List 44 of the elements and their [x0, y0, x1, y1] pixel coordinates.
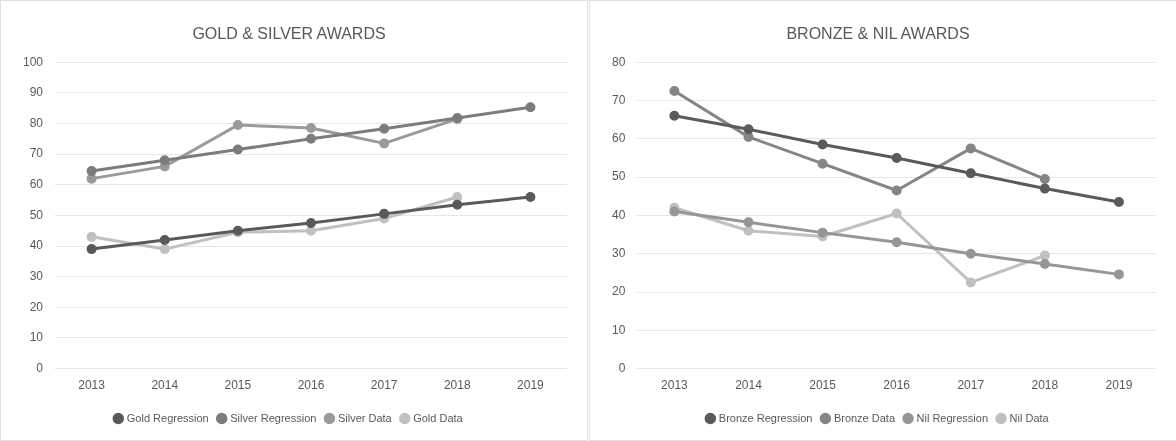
y-tick-label: 70	[29, 146, 44, 161]
y-tick-label: 30	[611, 246, 626, 261]
y-tick-label: 30	[29, 268, 44, 283]
y-tick-label: 20	[611, 284, 626, 299]
chart-title: GOLD & SILVER AWARDS	[192, 25, 386, 43]
y-tick-label: 80	[29, 115, 44, 130]
y-tick-label: 10	[611, 322, 626, 337]
y-tick-label: 90	[29, 85, 44, 100]
y-tick-label: 60	[611, 131, 626, 146]
y-tick-label: 60	[29, 177, 44, 192]
y-tick-label: 40	[611, 207, 626, 222]
x-tick-label: 2016	[883, 378, 911, 393]
x-tick-label: 2014	[735, 378, 763, 393]
x-tick-label: 2015	[224, 378, 252, 393]
x-tick-label: 2017	[957, 378, 985, 393]
y-tick-label: 70	[611, 92, 626, 107]
legend-label: Gold Regression	[126, 411, 209, 424]
x-tick-label: 2014	[151, 378, 179, 393]
x-tick-label: 2017	[370, 378, 398, 393]
x-tick-label: 2013	[78, 378, 106, 393]
y-tick-label: 80	[611, 54, 626, 69]
legend-label: Bronze Regression	[718, 411, 813, 424]
x-tick-label: 2016	[297, 378, 325, 393]
x-tick-label: 2018	[1031, 378, 1059, 393]
y-tick-label: 20	[29, 299, 44, 314]
chart-title: BRONZE & NIL AWARDS	[786, 25, 970, 43]
y-tick-label: 10	[29, 330, 44, 345]
x-tick-label: 2019	[1105, 378, 1133, 393]
y-tick-label: 0	[618, 360, 626, 375]
legend-label: Bronze Data	[833, 411, 896, 424]
y-tick-label: 0	[36, 360, 44, 375]
x-tick-label: 2015	[809, 378, 837, 393]
legend-label: Nil Regression	[916, 411, 989, 424]
y-tick-label: 50	[29, 207, 44, 222]
y-tick-label: 40	[29, 238, 44, 253]
y-tick-label: 100	[22, 54, 44, 69]
legend-label: Silver Data	[337, 411, 393, 424]
legend-label: Gold Data	[413, 411, 464, 424]
y-tick-label: 50	[611, 169, 626, 184]
x-tick-label: 2013	[661, 378, 689, 393]
legend-label: Silver Regression	[230, 411, 317, 424]
legend-label: Nil Data	[1009, 411, 1050, 424]
x-tick-label: 2019	[517, 378, 545, 393]
x-tick-label: 2018	[443, 378, 471, 393]
